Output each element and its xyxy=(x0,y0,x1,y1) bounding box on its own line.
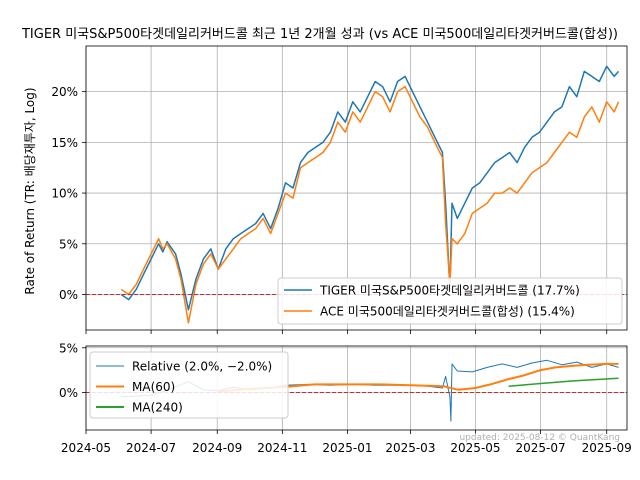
chart-title: TIGER 미국S&P500타겟데일리커버드콜 최근 1년 2개월 성과 (vs… xyxy=(21,27,618,42)
series-line-2 xyxy=(217,362,619,393)
y-tick-label: 10% xyxy=(51,187,78,201)
legend-label-2: ACE 미국500데일리타겟커버드콜(합성) (15.4%) xyxy=(320,305,575,319)
plot-frame xyxy=(85,45,628,331)
x-tick-label: 2024-07 xyxy=(126,441,176,455)
series-line-2 xyxy=(120,85,620,324)
y-tick-label: 0% xyxy=(59,386,78,400)
x-tick-label: 2024-05 xyxy=(61,441,111,455)
x-tick-label: 2025-03 xyxy=(385,441,435,455)
series-line-3 xyxy=(508,377,619,387)
legend-box xyxy=(277,277,623,325)
y-tick-label: 0% xyxy=(59,288,78,302)
update-annotation: updated: 2025-08-12 © QuantKang xyxy=(459,433,620,443)
legend-label-2: MA(60) xyxy=(132,380,175,394)
x-tick-label: 2024-09 xyxy=(192,441,242,455)
y-tick-label: 5% xyxy=(59,237,78,251)
y-tick-label: 20% xyxy=(51,85,78,99)
legend-label-1: TIGER 미국S&P500타겟데일리커버드콜 (17.7%) xyxy=(319,284,580,298)
y-axis-label: Rate of Return (TR: 배당재투자, Log) xyxy=(23,87,37,294)
legend-box xyxy=(89,351,289,419)
x-tick-label: 2025-01 xyxy=(322,441,372,455)
legend-label-1: Relative (2.0%, −2.0%) xyxy=(132,360,272,374)
legend: Relative (2.0%, −2.0%) MA(60) MA(240) xyxy=(89,351,289,419)
legend: TIGER 미국S&P500타겟데일리커버드콜 (17.7%) ACE 미국500… xyxy=(277,277,623,325)
y-tick-label: 15% xyxy=(51,136,78,150)
main-chart: 0% 5% 10% 15% 20% TIGER 미국S&P500타겟데일리커버드콜 (17… xyxy=(51,45,628,334)
x-tick-label: 2025-09 xyxy=(582,441,632,455)
x-tick-label: 2024-11 xyxy=(257,441,307,455)
x-tick-label: 2025-07 xyxy=(515,441,565,455)
legend-label-3: MA(240) xyxy=(132,401,183,415)
series-line-1 xyxy=(120,65,620,311)
plot-frame xyxy=(85,345,628,431)
y-tick-label: 5% xyxy=(59,341,78,355)
relative-chart: 0% 5% 2024-05 2024-07 2024-09 2024-11 2025-01 2… xyxy=(59,341,632,455)
x-tick-label: 2025-05 xyxy=(450,441,500,455)
